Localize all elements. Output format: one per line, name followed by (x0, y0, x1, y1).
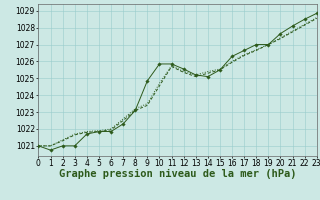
X-axis label: Graphe pression niveau de la mer (hPa): Graphe pression niveau de la mer (hPa) (59, 169, 296, 179)
